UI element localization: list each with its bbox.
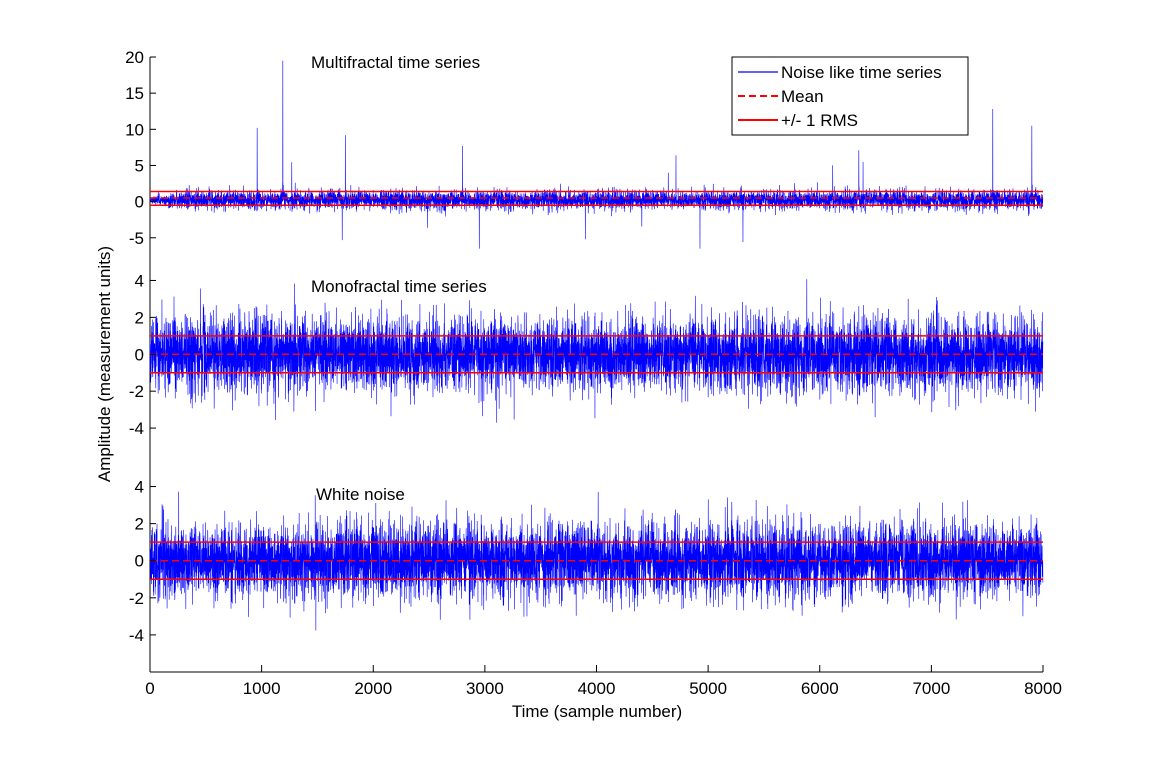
x-tick-label: 3000 bbox=[466, 679, 504, 698]
x-tick-label: 1000 bbox=[243, 679, 281, 698]
series-white-noise bbox=[149, 491, 1044, 631]
legend-entry-series: Noise like time series bbox=[738, 63, 942, 82]
y-tick-label: 0 bbox=[135, 345, 144, 364]
y-ticks-monofractal: 4 2 0 -2 -4 bbox=[129, 271, 156, 438]
x-tick-label: 7000 bbox=[912, 679, 950, 698]
y-tick-label: 2 bbox=[135, 515, 144, 534]
y-tick-label: 10 bbox=[125, 120, 144, 139]
panel-monofractal: 4 2 0 -2 -4 Monofractal time series bbox=[129, 271, 1044, 438]
x-tick-label: 6000 bbox=[801, 679, 839, 698]
legend-entry-mean: Mean bbox=[738, 87, 824, 106]
x-axis-label: Time (sample number) bbox=[512, 702, 682, 721]
legend-entry-rms: +/- 1 RMS bbox=[738, 111, 858, 130]
panel-title-white-noise: White noise bbox=[316, 485, 405, 504]
y-axis-label: Amplitude (measurement units) bbox=[95, 246, 114, 482]
y-tick-label: 0 bbox=[135, 193, 144, 212]
panel-title-multifractal: Multifractal time series bbox=[311, 53, 480, 72]
y-tick-label: -4 bbox=[129, 419, 144, 438]
reference-lines-monofractal bbox=[150, 335, 1043, 374]
series-line-white-noise bbox=[149, 491, 1044, 631]
y-tick-label: 20 bbox=[125, 48, 144, 67]
x-tick-label: 8000 bbox=[1024, 679, 1062, 698]
x-tick-label: 0 bbox=[145, 679, 154, 698]
y-tick-label: -4 bbox=[129, 626, 144, 645]
reference-lines-multifractal bbox=[150, 190, 1043, 206]
y-tick-label: -2 bbox=[129, 382, 144, 401]
y-ticks-white-noise: 4 2 0 -2 -4 bbox=[129, 478, 156, 645]
y-tick-label: -2 bbox=[129, 589, 144, 608]
series-multifractal bbox=[149, 60, 1044, 249]
x-tick-label: 4000 bbox=[578, 679, 616, 698]
legend-label-mean: Mean bbox=[781, 87, 824, 106]
panel-multifractal: 20 15 10 5 0 -5 Multifractal time series bbox=[125, 48, 1044, 249]
y-tick-label: -5 bbox=[129, 229, 144, 248]
panel-white-noise: 4 2 0 -2 -4 White noise bbox=[129, 478, 1044, 645]
legend-label-series: Noise like time series bbox=[781, 63, 942, 82]
y-ticks-multifractal: 20 15 10 5 0 -5 bbox=[125, 48, 156, 248]
y-tick-label: 5 bbox=[135, 156, 144, 175]
series-monofractal bbox=[149, 279, 1044, 423]
panel-title-monofractal: Monofractal time series bbox=[311, 277, 487, 296]
legend: Noise like time series Mean +/- 1 RMS bbox=[731, 56, 969, 136]
y-tick-label: 0 bbox=[135, 552, 144, 571]
reference-lines-white-noise bbox=[150, 541, 1043, 581]
y-tick-label: 15 bbox=[125, 84, 144, 103]
y-tick-label: 4 bbox=[135, 478, 144, 497]
series-line-monofractal bbox=[149, 279, 1044, 423]
y-tick-label: 2 bbox=[135, 308, 144, 327]
x-tick-label: 5000 bbox=[689, 679, 727, 698]
x-tick-label: 2000 bbox=[354, 679, 392, 698]
x-ticks: 0 1000 2000 3000 4000 5000 6000 7000 8000 bbox=[145, 665, 1062, 698]
legend-label-rms: +/- 1 RMS bbox=[781, 111, 858, 130]
series-line-multifractal bbox=[149, 60, 1044, 249]
y-tick-label: 4 bbox=[135, 271, 144, 290]
